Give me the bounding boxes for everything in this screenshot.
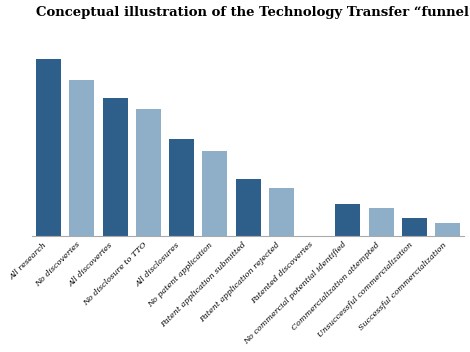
- Bar: [336, 204, 360, 236]
- Bar: [402, 218, 427, 236]
- Bar: [36, 59, 61, 236]
- Bar: [169, 139, 194, 236]
- Bar: [69, 80, 94, 236]
- Text: Conceptual illustration of the Technology Transfer “funnel”: Conceptual illustration of the Technolog…: [36, 6, 470, 19]
- Bar: [136, 109, 161, 236]
- Bar: [435, 224, 460, 236]
- Bar: [269, 188, 294, 236]
- Bar: [369, 208, 394, 236]
- Bar: [235, 179, 261, 236]
- Bar: [203, 151, 227, 236]
- Bar: [102, 98, 127, 236]
